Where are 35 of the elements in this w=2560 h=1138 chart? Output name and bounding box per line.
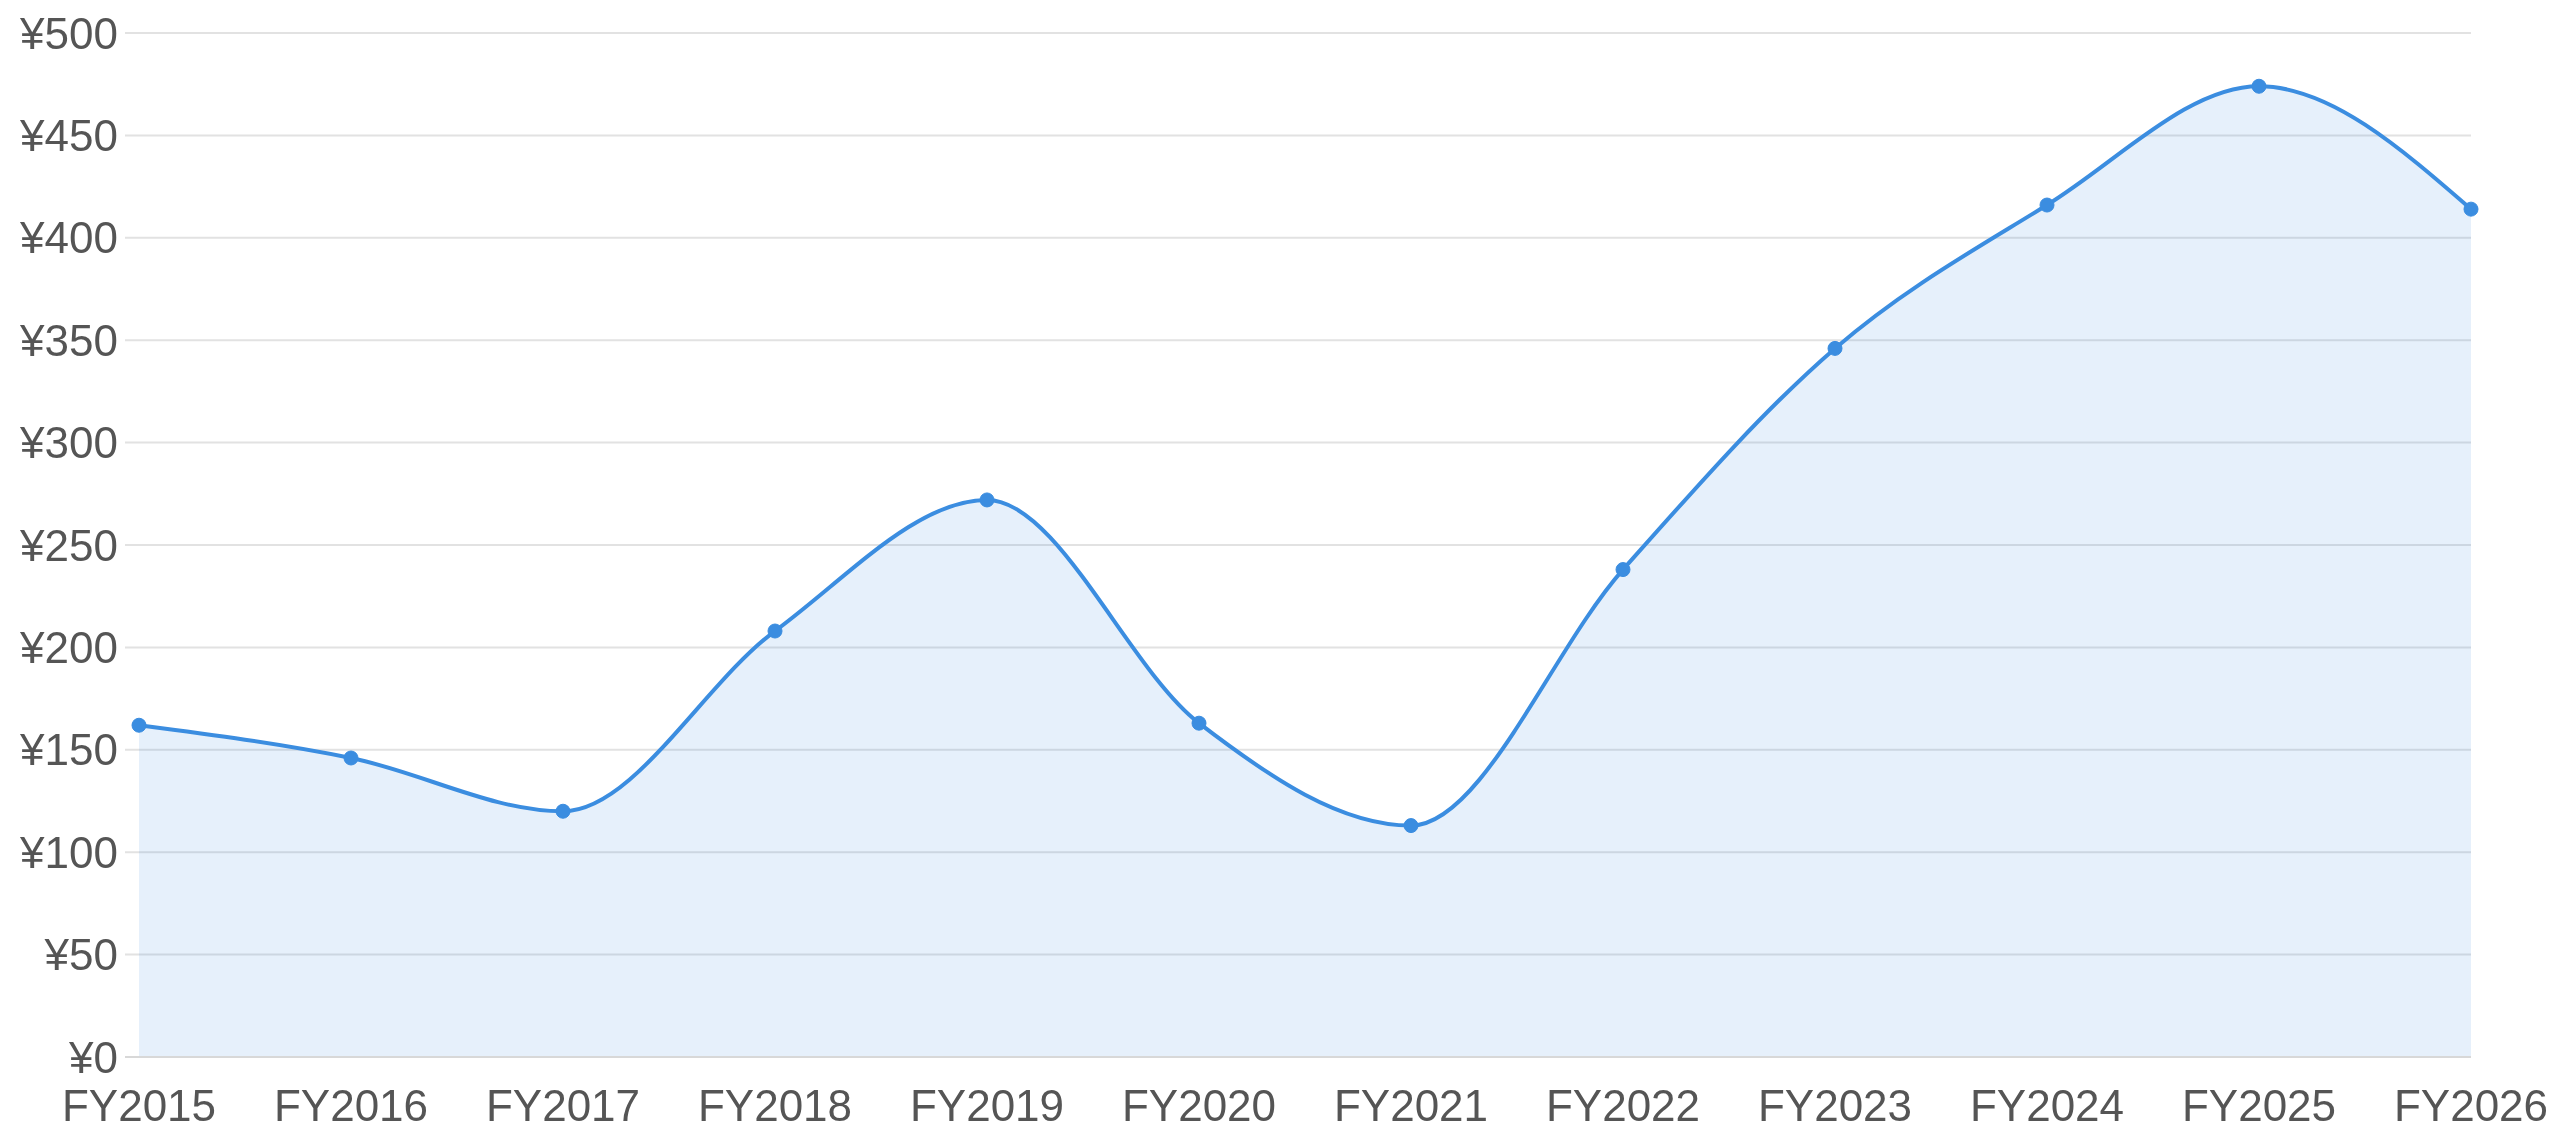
y-tick-label: ¥200	[19, 623, 118, 673]
y-tick-label: ¥150	[19, 725, 118, 775]
x-tick-label: FY2026	[2393, 1081, 2549, 1131]
point	[2251, 78, 2267, 94]
point	[2463, 201, 2479, 217]
y-tick-label: ¥250	[19, 520, 118, 570]
y-tick-label: ¥50	[43, 930, 118, 980]
x-tick-label: FY2016	[273, 1081, 429, 1131]
x-tick-label: FY2021	[1333, 1081, 1489, 1131]
x-tick-label: FY2015	[61, 1081, 217, 1131]
point	[979, 492, 995, 508]
x-tick-label: FY2024	[1969, 1081, 2125, 1131]
y-tick-label: ¥400	[19, 213, 118, 263]
y-tick-label: ¥500	[19, 8, 118, 58]
point	[1403, 818, 1419, 834]
y-tick-label: ¥300	[19, 418, 118, 468]
point	[1191, 715, 1207, 731]
x-tick-label: FY2022	[1545, 1081, 1701, 1131]
x-tick-label: FY2025	[2181, 1081, 2337, 1131]
y-tick-label: ¥450	[19, 111, 118, 161]
point	[1615, 562, 1631, 578]
point	[2039, 197, 2055, 213]
x-tick-label: FY2018	[697, 1081, 853, 1131]
x-tick-label: FY2017	[485, 1081, 641, 1131]
point	[343, 750, 359, 766]
point	[767, 623, 783, 639]
y-tick-label: ¥100	[19, 827, 118, 877]
y-tick-label: ¥0	[68, 1032, 118, 1082]
point	[131, 717, 147, 733]
point	[555, 803, 571, 819]
x-tick-label: FY2020	[1121, 1081, 1277, 1131]
y-tick-label: ¥350	[19, 315, 118, 365]
x-tick-label: FY2023	[1757, 1081, 1913, 1131]
x-tick-label: FY2019	[909, 1081, 1065, 1131]
point	[1827, 340, 1843, 356]
